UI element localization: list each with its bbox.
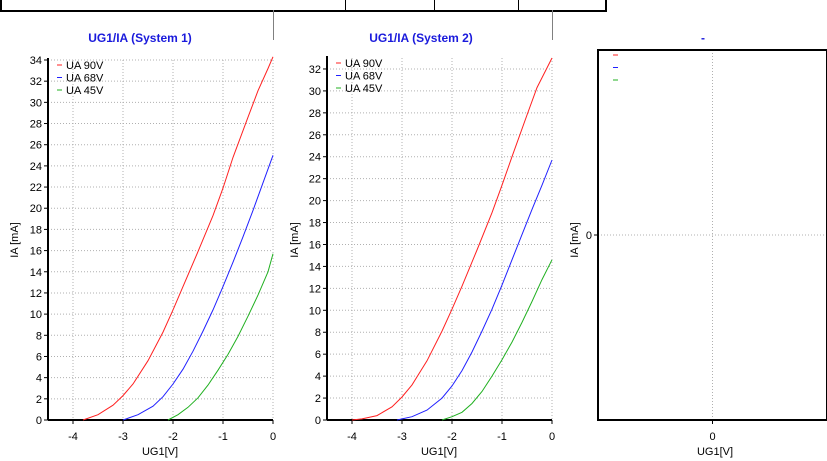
x-tick-label: -4 — [68, 431, 78, 443]
y-tick-label: 0 — [36, 415, 42, 427]
y-tick-label: 2 — [36, 394, 42, 406]
y-tick-label: 14 — [30, 267, 42, 279]
y-tick-label: 30 — [309, 86, 321, 98]
y-tick-label: 2 — [315, 393, 321, 405]
y-tick-label: 8 — [315, 327, 321, 339]
panel-separator — [273, 10, 274, 40]
y-tick-label: 0 — [586, 230, 592, 242]
series-line — [167, 253, 274, 421]
panel-separator — [552, 10, 553, 40]
y-tick-label: 6 — [315, 349, 321, 361]
y-tick-label: 16 — [30, 246, 42, 258]
y-tick-label: 30 — [30, 97, 42, 109]
y-tick-label: 20 — [309, 196, 321, 208]
header-divider — [434, 0, 435, 10]
y-tick-label: 28 — [30, 119, 42, 131]
y-tick-label: 32 — [309, 64, 321, 76]
series-line — [396, 159, 553, 421]
x-tick-label: -4 — [347, 431, 357, 443]
x-tick-label: 0 — [709, 431, 715, 443]
y-tick-label: 0 — [315, 415, 321, 427]
legend-label: UA 45V — [66, 85, 104, 97]
x-tick-label: -3 — [397, 431, 407, 443]
y-tick-label: 4 — [315, 371, 321, 383]
y-tick-label: 28 — [309, 108, 321, 120]
y-tick-label: 18 — [30, 224, 42, 236]
x-tick-label: -3 — [118, 431, 128, 443]
x-axis-label: UG1[V] — [697, 446, 733, 458]
x-tick-label: -1 — [218, 431, 228, 443]
y-tick-label: 16 — [309, 239, 321, 251]
chart-title: - — [701, 31, 705, 45]
series-line — [351, 57, 553, 421]
y-tick-label: 24 — [30, 161, 42, 173]
y-tick-label: 32 — [30, 76, 42, 88]
y-axis-label: IA [mA] — [289, 222, 301, 257]
legend-label: UA 68V — [345, 71, 383, 83]
y-tick-label: 24 — [309, 152, 321, 164]
legend-label: UA 45V — [345, 83, 383, 95]
chart-title: UG1/IA (System 1) — [88, 31, 192, 45]
y-tick-label: 26 — [30, 140, 42, 152]
y-tick-label: 8 — [36, 330, 42, 342]
x-tick-label: -2 — [168, 431, 178, 443]
y-tick-label: 12 — [309, 283, 321, 295]
x-axis-label: UG1[V] — [421, 446, 457, 458]
y-tick-label: 12 — [30, 288, 42, 300]
x-tick-label: 0 — [270, 431, 276, 443]
x-tick-label: -1 — [497, 431, 507, 443]
x-tick-label: 0 — [549, 431, 555, 443]
y-axis-label: IA [mA] — [569, 222, 581, 257]
y-tick-label: 6 — [36, 351, 42, 363]
y-tick-label: 22 — [309, 174, 321, 186]
y-tick-label: 34 — [30, 55, 42, 67]
y-tick-label: 10 — [309, 305, 321, 317]
y-axis-label: IA [mA] — [9, 222, 21, 257]
x-axis-label: UG1[V] — [142, 446, 178, 458]
top-header-bar — [0, 0, 607, 12]
header-divider — [518, 0, 519, 10]
y-tick-label: 18 — [309, 218, 321, 230]
chart-title: UG1/IA (System 2) — [369, 31, 473, 45]
header-divider — [345, 0, 346, 10]
y-tick-label: 14 — [309, 261, 321, 273]
y-tick-label: 4 — [36, 373, 42, 385]
series-line — [122, 155, 274, 421]
y-tick-label: 20 — [30, 203, 42, 215]
legend-label: UA 68V — [66, 73, 104, 85]
y-tick-label: 10 — [30, 309, 42, 321]
y-tick-label: 26 — [309, 130, 321, 142]
x-tick-label: -2 — [447, 431, 457, 443]
y-tick-label: 22 — [30, 182, 42, 194]
legend-label: UA 90V — [345, 58, 383, 70]
series-line — [441, 259, 553, 421]
series-line — [82, 56, 274, 421]
legend-label: UA 90V — [66, 60, 104, 72]
